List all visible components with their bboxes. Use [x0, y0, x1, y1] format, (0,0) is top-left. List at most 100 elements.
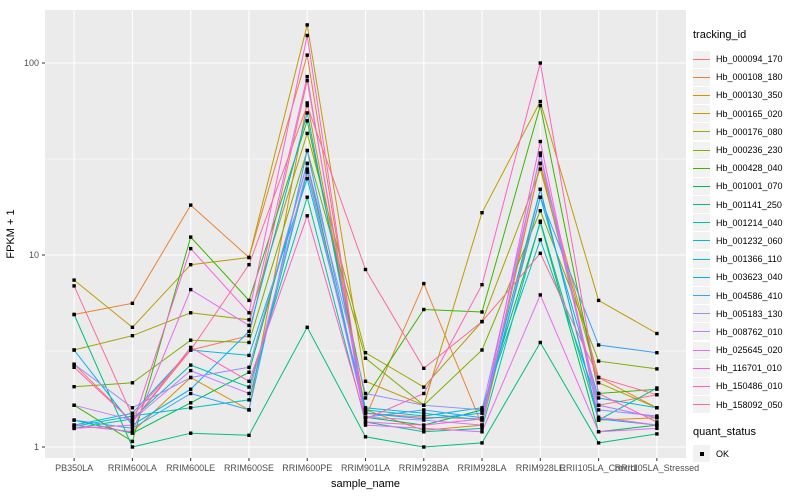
- data-point: [130, 420, 135, 424]
- data-point: [189, 203, 193, 207]
- legend-item-label: Hb_001001_070: [716, 181, 783, 192]
- legend-item: Hb_025645_020: [693, 341, 798, 359]
- quant-status-label: OK: [716, 448, 730, 459]
- data-point: [655, 386, 659, 390]
- legend-key: [693, 86, 710, 104]
- data-point: [305, 103, 309, 108]
- data-point: [130, 325, 135, 329]
- data-point: [305, 53, 309, 57]
- data-point: [189, 345, 193, 350]
- x-tick-label: RRIM928LA: [458, 463, 507, 473]
- legend-item-label: Hb_000094_170: [716, 54, 783, 65]
- data-point: [538, 195, 542, 199]
- legend-key: [693, 123, 710, 141]
- data-point: [305, 119, 309, 123]
- data-point: [422, 411, 426, 415]
- data-point: [422, 426, 426, 431]
- data-point: [305, 167, 309, 171]
- legend-item: Hb_001366_110: [693, 250, 798, 268]
- legend-line-swatch: [693, 149, 710, 151]
- data-point: [189, 368, 193, 373]
- data-point: [538, 251, 542, 255]
- data-point: [538, 340, 542, 345]
- legend-item-label: Hb_000108_180: [716, 72, 783, 83]
- legend-key: [693, 445, 710, 463]
- legend-item-label: Hb_003623_040: [716, 272, 783, 283]
- legend-line-swatch: [693, 94, 710, 96]
- legend-item: Hb_000165_020: [693, 105, 798, 123]
- legend-item-label: Hb_116701_010: [716, 363, 782, 374]
- legend-item: Hb_000130_350: [693, 86, 798, 104]
- data-point: [247, 340, 251, 345]
- data-point: [130, 406, 135, 410]
- legend-item-label: Hb_000236_230: [716, 145, 783, 156]
- data-point: [305, 23, 309, 27]
- data-point: [72, 385, 76, 389]
- data-point: [422, 391, 426, 396]
- data-point: [480, 406, 484, 410]
- data-point: [72, 365, 76, 369]
- data-point: [247, 398, 251, 402]
- data-point: [422, 307, 426, 312]
- data-point: [480, 430, 484, 434]
- data-point: [305, 101, 309, 105]
- legend-item-label: Hb_000165_020: [716, 108, 783, 119]
- data-point: [305, 176, 309, 181]
- legend-key: [693, 287, 710, 305]
- data-point: [538, 161, 542, 166]
- data-point: [538, 293, 542, 297]
- legend-item: Hb_001141_250: [693, 196, 798, 214]
- data-point: [538, 238, 542, 242]
- legend-key: [693, 377, 710, 395]
- legend-key: [693, 341, 710, 359]
- data-point: [422, 408, 426, 412]
- legend-line-swatch: [693, 76, 710, 78]
- x-tick-label: RRII105LA_Control: [560, 463, 638, 473]
- data-point: [363, 351, 368, 355]
- data-point: [655, 432, 659, 436]
- data-point: [72, 418, 76, 422]
- legend-line-swatch: [693, 385, 710, 387]
- x-tick-label: RRIM600SE: [224, 463, 274, 473]
- data-point: [596, 408, 601, 412]
- data-point: [480, 441, 484, 445]
- data-point: [363, 411, 368, 415]
- legend-item: Hb_116701_010: [693, 359, 798, 377]
- data-point: [247, 255, 251, 260]
- data-point: [596, 441, 601, 445]
- legend-key: [693, 323, 710, 341]
- legend-line-swatch: [693, 167, 710, 169]
- data-point: [189, 431, 193, 435]
- data-point: [480, 348, 484, 352]
- data-point: [655, 423, 659, 427]
- x-tick-label: RRIM600PE: [282, 463, 332, 473]
- data-point: [538, 151, 542, 155]
- data-point: [363, 423, 368, 427]
- legend-key: [693, 68, 710, 86]
- legend-line-swatch: [693, 204, 710, 206]
- data-point: [655, 426, 659, 431]
- data-point: [130, 430, 135, 434]
- data-point: [130, 439, 135, 444]
- legend-line-swatch: [693, 113, 710, 115]
- data-point: [363, 420, 368, 424]
- legend-item-label: Hb_001366_110: [716, 254, 782, 265]
- data-point: [189, 363, 193, 367]
- data-point: [189, 287, 193, 292]
- legend-item-label: Hb_008762_010: [716, 326, 783, 337]
- data-point: [538, 219, 542, 223]
- data-point: [189, 235, 193, 239]
- legend-item: Hb_001232_060: [693, 232, 798, 250]
- data-point: [480, 426, 484, 431]
- x-tick-label: RRII105LA_Stressed: [615, 463, 700, 473]
- data-point: [655, 420, 659, 424]
- data-point: [305, 131, 309, 136]
- data-point: [655, 331, 659, 336]
- data-point: [305, 170, 309, 174]
- data-point: [480, 417, 484, 421]
- x-tick-label: RRIM600LA: [108, 463, 157, 473]
- data-point: [247, 385, 251, 389]
- data-point: [363, 417, 368, 421]
